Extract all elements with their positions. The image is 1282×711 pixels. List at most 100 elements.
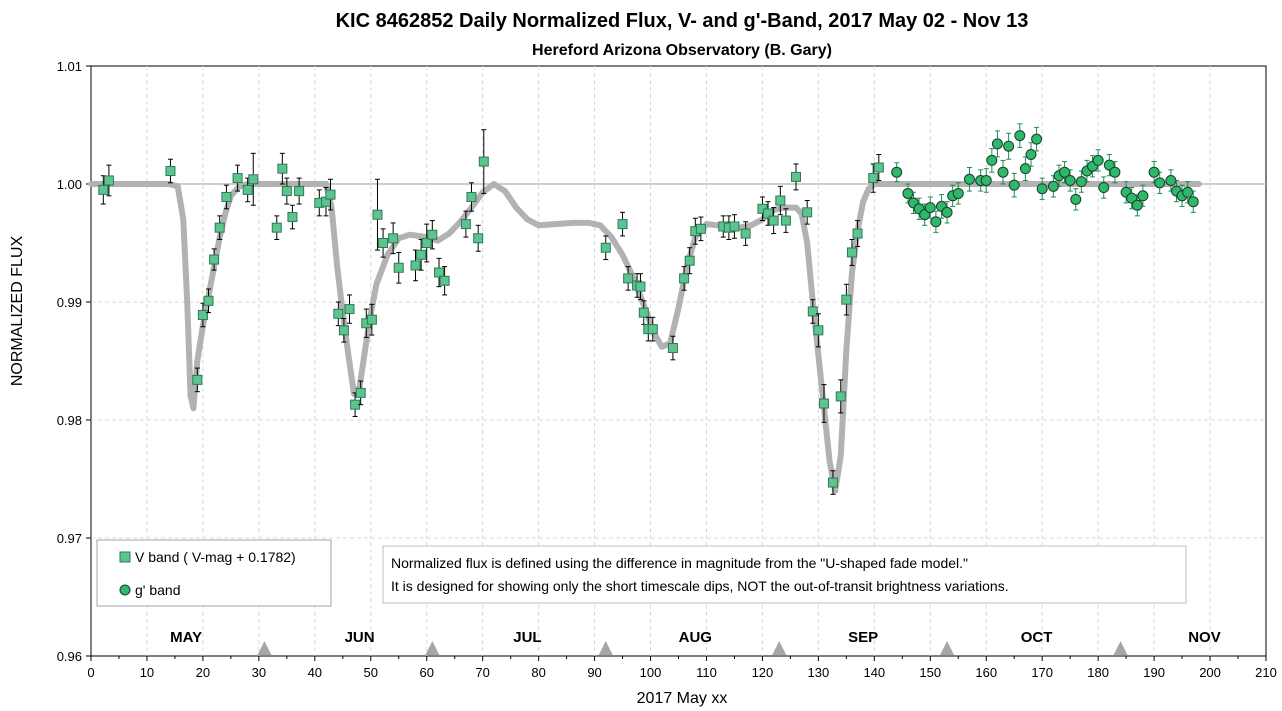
- legend-entry-g-band: g' band: [135, 582, 181, 598]
- v-band-point: [338, 325, 349, 336]
- g-band-point: [1098, 182, 1110, 194]
- v-band-point: [427, 229, 438, 240]
- v-band-point: [647, 324, 658, 335]
- v-band-point: [197, 309, 208, 320]
- v-band-point: [232, 173, 243, 184]
- x-tick-label: 200: [1199, 665, 1221, 680]
- x-tick-label: 160: [975, 665, 997, 680]
- v-band-point: [835, 391, 846, 402]
- v-band-point: [355, 387, 366, 398]
- g-band-point: [1019, 163, 1031, 175]
- v-band-point: [378, 238, 389, 248]
- v-band-point: [846, 247, 857, 258]
- legend-box: [96, 539, 332, 607]
- legend-entry-v-band: V band ( V-mag + 0.1782): [135, 549, 296, 565]
- v-band-point: [600, 242, 611, 253]
- v-band-point: [473, 233, 484, 244]
- month-boundary-marker: [257, 641, 272, 655]
- v-band-point: [684, 255, 695, 266]
- month-label: OCT: [1021, 629, 1053, 646]
- month-label: JUL: [513, 629, 541, 646]
- v-band-point: [478, 156, 489, 167]
- v-band-point: [780, 215, 791, 226]
- month-label: JUN: [345, 629, 375, 646]
- x-tick-label: 60: [419, 665, 433, 680]
- g-band-point: [941, 206, 953, 218]
- v-band-point: [775, 195, 786, 206]
- g-band-point: [1137, 190, 1149, 202]
- v-band-point: [460, 219, 471, 230]
- g-band-point: [1059, 166, 1071, 178]
- x-tick-label: 120: [752, 665, 774, 680]
- g-band-point: [1182, 186, 1194, 198]
- v-band-point: [294, 186, 305, 197]
- g-band-point: [952, 187, 964, 199]
- note-box: Normalized flux is defined using the dif…: [382, 545, 1187, 604]
- v-band-point: [729, 221, 740, 232]
- x-tick-label: 30: [252, 665, 266, 680]
- x-tick-label: 0: [87, 665, 94, 680]
- v-band-point: [271, 222, 282, 233]
- g-band-point: [1036, 183, 1048, 195]
- month-label: NOV: [1188, 629, 1221, 646]
- v-band-point: [333, 308, 344, 319]
- v-band-point: [439, 275, 450, 286]
- legend: V band ( V-mag + 0.1782) g' band: [96, 539, 332, 607]
- v-band-point: [635, 281, 646, 292]
- legend-square-icon: [119, 551, 131, 563]
- v-band-point: [372, 209, 383, 220]
- v-band-point: [768, 215, 779, 226]
- g-band-point: [1070, 193, 1082, 205]
- note-frame: [382, 545, 1187, 604]
- g-band-point: [1031, 133, 1043, 145]
- v-band-point: [740, 228, 751, 239]
- v-band-point: [242, 184, 253, 195]
- v-band-point: [802, 207, 813, 218]
- v-band-point: [638, 307, 649, 318]
- month-label: MAY: [170, 629, 202, 646]
- v-band-point: [617, 219, 628, 230]
- month-boundary-marker: [598, 641, 613, 655]
- g-band-point: [1008, 179, 1020, 191]
- v-band-point: [667, 343, 678, 354]
- x-tick-label: 10: [140, 665, 154, 680]
- note-line-2: It is designed for showing only the shor…: [391, 578, 1009, 594]
- g-band-point: [1187, 196, 1199, 208]
- month-boundary-marker: [940, 641, 955, 655]
- v-band-point: [434, 267, 445, 278]
- v-band-point: [281, 186, 292, 197]
- note-line-1: Normalized flux is defined using the dif…: [391, 555, 968, 571]
- v-band-point: [807, 306, 818, 317]
- v-band-point: [410, 260, 421, 271]
- v-band-point: [393, 262, 404, 273]
- v-band-point: [103, 175, 114, 186]
- g-band-point: [1103, 159, 1115, 171]
- month-boundary-marker: [772, 641, 787, 655]
- v-band-point: [695, 223, 706, 234]
- g-band-point: [1131, 199, 1143, 211]
- x-tick-label: 40: [308, 665, 322, 680]
- x-tick-label: 80: [531, 665, 545, 680]
- y-tick-label: 0.99: [57, 295, 82, 310]
- v-band-point: [818, 398, 829, 409]
- g-band-point: [963, 173, 975, 185]
- v-band-point: [366, 314, 377, 325]
- g-band-point: [1064, 174, 1076, 186]
- g-band-point: [1109, 166, 1121, 178]
- v-band-point: [827, 477, 838, 488]
- g-band-point: [991, 138, 1003, 150]
- v-band-point: [248, 174, 259, 185]
- v-band-point: [325, 189, 336, 200]
- y-tick-label: 1.01: [57, 59, 82, 74]
- y-tick-label: 0.98: [57, 413, 82, 428]
- v-band-point: [209, 254, 220, 265]
- v-band-point: [623, 273, 634, 284]
- v-band-point: [852, 228, 863, 239]
- x-tick-label: 150: [919, 665, 941, 680]
- v-band-point: [344, 304, 355, 315]
- g-band-point: [1014, 130, 1026, 142]
- v-band-point: [203, 295, 214, 306]
- v-band-point: [388, 233, 399, 244]
- month-boundary-marker: [1113, 641, 1128, 655]
